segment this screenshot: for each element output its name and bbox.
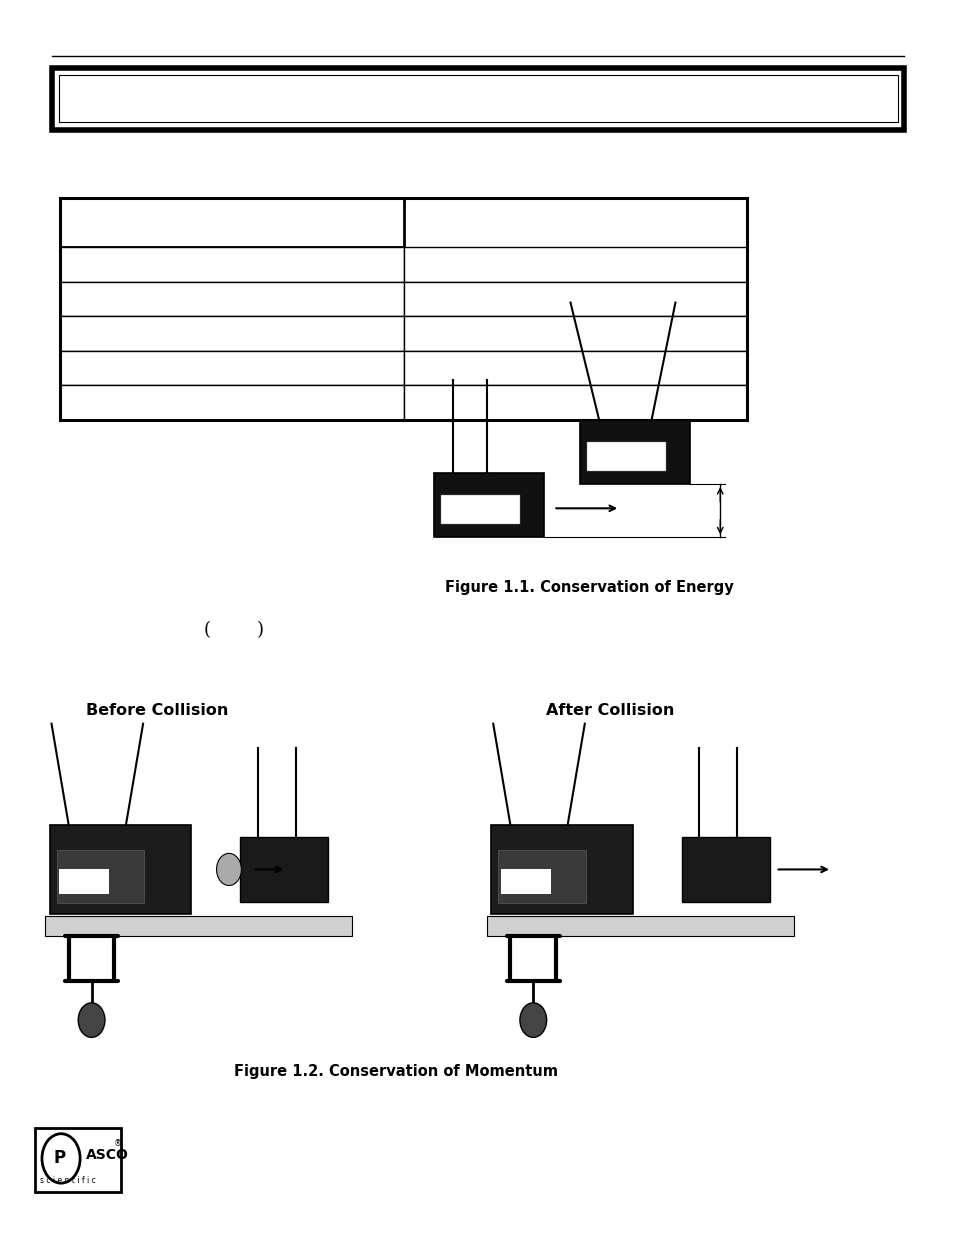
Bar bbox=[500, 869, 550, 894]
Bar bbox=[60, 316, 403, 351]
Bar bbox=[579, 420, 689, 484]
Text: After Collision: After Collision bbox=[546, 703, 674, 718]
Bar bbox=[403, 282, 746, 316]
Bar bbox=[60, 282, 403, 316]
Bar bbox=[491, 825, 632, 914]
Bar bbox=[586, 442, 665, 472]
Bar bbox=[52, 68, 903, 130]
Bar bbox=[440, 495, 519, 525]
Bar bbox=[60, 247, 403, 282]
Text: Figure 1.2. Conservation of Momentum: Figure 1.2. Conservation of Momentum bbox=[233, 1065, 558, 1079]
Bar bbox=[240, 837, 328, 902]
Bar bbox=[60, 198, 403, 247]
Bar bbox=[60, 385, 403, 420]
Bar bbox=[403, 351, 746, 385]
Bar bbox=[56, 850, 144, 903]
Bar bbox=[45, 916, 352, 936]
Text: Figure 1.1. Conservation of Energy: Figure 1.1. Conservation of Energy bbox=[445, 580, 733, 595]
Bar bbox=[440, 495, 519, 525]
Bar bbox=[681, 837, 769, 902]
Text: ASCO: ASCO bbox=[86, 1147, 129, 1162]
Circle shape bbox=[78, 1003, 105, 1037]
Bar bbox=[59, 75, 897, 122]
Bar bbox=[403, 385, 746, 420]
Bar bbox=[59, 869, 109, 894]
Bar bbox=[35, 1128, 121, 1192]
Bar bbox=[403, 316, 746, 351]
Circle shape bbox=[216, 853, 241, 885]
Bar bbox=[486, 916, 793, 936]
Bar bbox=[586, 442, 665, 472]
Bar bbox=[60, 351, 403, 385]
Bar bbox=[50, 825, 191, 914]
Text: P: P bbox=[53, 1150, 65, 1167]
Text: Before Collision: Before Collision bbox=[86, 703, 229, 718]
Text: ®: ® bbox=[113, 1139, 122, 1149]
Bar bbox=[497, 850, 585, 903]
Circle shape bbox=[519, 1003, 546, 1037]
Text: (        ): ( ) bbox=[204, 621, 263, 638]
Text: s c i e n t i f i c: s c i e n t i f i c bbox=[40, 1176, 95, 1186]
Bar bbox=[434, 473, 543, 537]
Bar bbox=[60, 198, 746, 420]
Bar bbox=[403, 247, 746, 282]
